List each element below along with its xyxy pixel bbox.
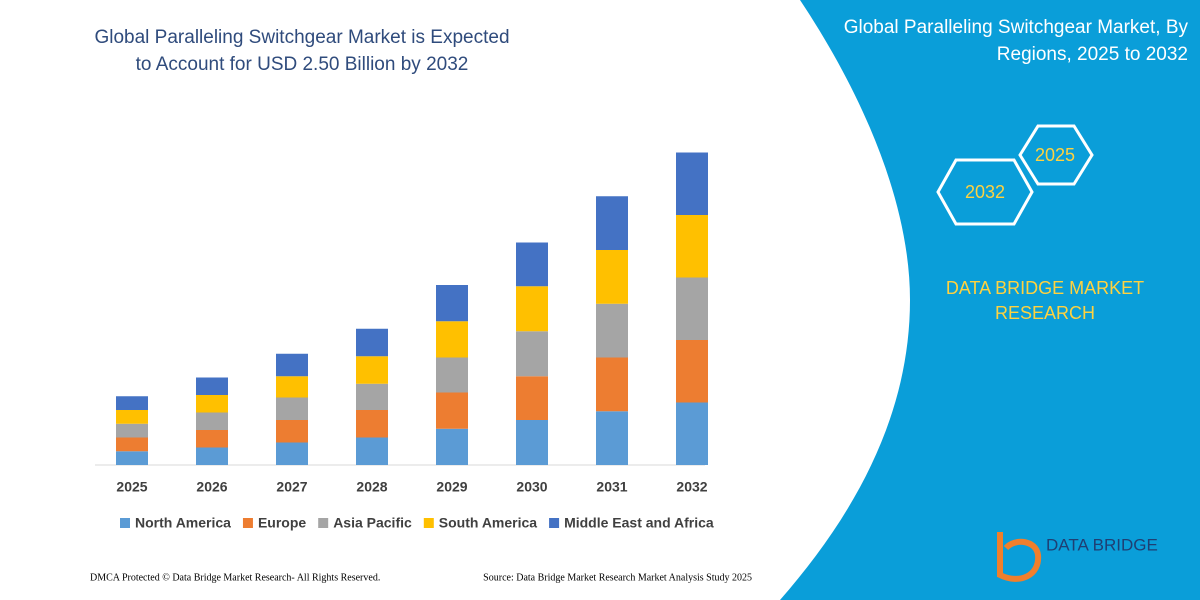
bar-segment — [116, 423, 148, 438]
bar-segment — [116, 451, 148, 465]
bar-segment — [676, 340, 708, 403]
bar-segment — [516, 286, 548, 332]
bar-segment — [356, 410, 388, 438]
x-tick-label: 2029 — [436, 479, 467, 495]
bar-segment — [196, 395, 228, 413]
bar-segment — [516, 376, 548, 420]
logo-icon — [997, 532, 1042, 582]
bar-segment — [116, 410, 148, 424]
x-tick-label: 2028 — [356, 479, 387, 495]
bar-segment — [596, 250, 628, 304]
bar-segment — [276, 397, 308, 420]
bar-segment — [356, 328, 388, 357]
bar-segment — [596, 411, 628, 465]
bar-segment — [276, 353, 308, 377]
legend-label: Europe — [258, 515, 306, 531]
hexagon — [936, 158, 1034, 226]
bar-segment — [676, 152, 708, 215]
bar-segment — [596, 357, 628, 412]
legend-swatch — [120, 518, 130, 528]
legend-swatch — [242, 518, 253, 528]
x-tick-label: 2032 — [676, 479, 707, 495]
footer-left: DMCA Protected © Data Bridge Market Rese… — [90, 572, 380, 583]
bar-segment — [196, 377, 228, 395]
hex-label: 2032 — [965, 182, 1005, 202]
bar-segment — [116, 396, 148, 410]
x-tick-label: 2030 — [516, 479, 547, 495]
bar-segment — [436, 285, 468, 322]
hexagon — [1018, 124, 1094, 186]
legend-label: Asia Pacific — [333, 515, 412, 531]
legend-label: Middle East and Africa — [564, 515, 714, 531]
x-tick-label: 2027 — [276, 479, 307, 495]
bar-segment — [436, 428, 468, 465]
bar-segment — [516, 242, 548, 287]
x-tick-label: 2026 — [196, 479, 227, 495]
bar-segment — [436, 357, 468, 393]
bar-segment — [196, 447, 228, 465]
bar-segment — [116, 437, 148, 452]
bar-segment — [196, 412, 228, 430]
bar-segment — [676, 215, 708, 278]
x-tick-label: 2031 — [596, 479, 627, 495]
bar-segment — [596, 196, 628, 250]
legend-swatch — [423, 518, 434, 528]
bar-segment — [356, 356, 388, 384]
legend-swatch — [318, 518, 329, 528]
x-tick-label: 2025 — [116, 479, 147, 495]
bar-segment — [436, 392, 468, 429]
bar-segment — [516, 420, 548, 465]
side-panel — [780, 0, 1200, 600]
bar-segment — [276, 420, 308, 443]
bar-segment — [516, 331, 548, 377]
chart-title: Global Paralleling Switchgear Market is … — [94, 27, 510, 75]
logo-text: DATA BRIDGE — [1046, 535, 1158, 554]
legend-label: South America — [439, 515, 537, 531]
bar-segment — [276, 442, 308, 465]
bar-segment — [356, 437, 388, 465]
bar-segment — [676, 277, 708, 340]
legend-swatch — [549, 518, 560, 528]
footer-right: Source: Data Bridge Market Research Mark… — [483, 572, 752, 583]
bar-segment — [596, 303, 628, 358]
bar-segment — [356, 383, 388, 410]
bar-segment — [436, 321, 468, 358]
legend-label: North America — [135, 515, 231, 531]
panel-title: Global Paralleling Switchgear Market, By… — [843, 17, 1188, 65]
brand-text: DATA BRIDGE MARKET RESEARCH — [945, 278, 1145, 323]
bar-segment — [276, 376, 308, 398]
hex-label: 2025 — [1035, 145, 1075, 165]
bar-segment — [676, 402, 708, 465]
bar-segment — [196, 430, 228, 448]
